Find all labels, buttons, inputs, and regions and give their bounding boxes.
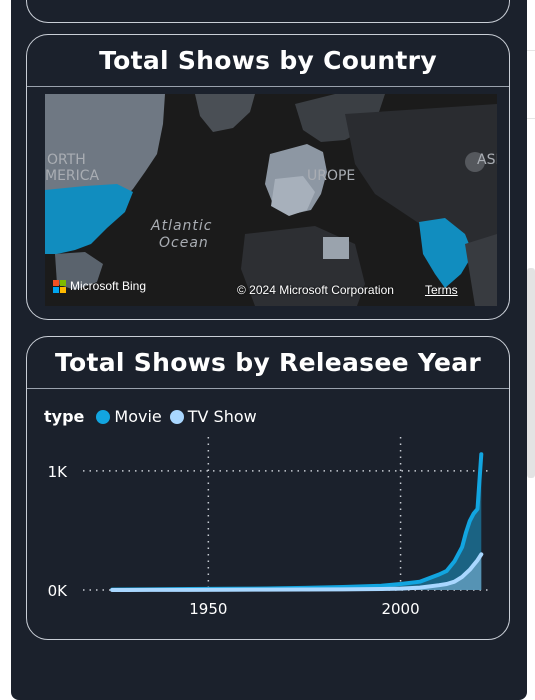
- chart-legend: type Movie TV Show: [44, 407, 259, 426]
- microsoft-logo-icon: [53, 279, 66, 293]
- title-divider: [27, 388, 509, 389]
- series-line-movie: [110, 452, 484, 592]
- scrollbar-thumb[interactable]: [527, 268, 535, 478]
- bing-attribution: Microsoft Bing: [53, 279, 146, 293]
- bing-label: Microsoft Bing: [70, 279, 147, 293]
- map-label-asia: ASI: [477, 152, 497, 168]
- legend-title: type: [44, 407, 85, 426]
- series-line-tv-show: [110, 552, 484, 592]
- map-copyright: © 2024 Microsoft Corporation: [237, 283, 394, 297]
- chart-title: Total Shows by Releasee Year: [54, 348, 481, 377]
- map-label-ocean-2: Ocean: [159, 235, 209, 251]
- legend-item-movie[interactable]: Movie: [96, 407, 162, 426]
- series-area-tv-show: [112, 554, 482, 590]
- map-label-north-america: ORTH: [47, 152, 86, 168]
- series-area-movie: [112, 454, 482, 590]
- map-background: [45, 94, 497, 306]
- x-tick-label: 1950: [189, 600, 227, 617]
- legend-dot-tv-show: [169, 409, 184, 424]
- map-label-europe: UROPE: [307, 168, 356, 184]
- legend-label-movie: Movie: [114, 407, 162, 426]
- release-year-visual-card[interactable]: Total Shows by Releasee Year type Movie …: [26, 336, 510, 640]
- release-year-chart[interactable]: 0K 1K 1950 2000: [27, 437, 511, 617]
- map-visual-card[interactable]: Total Shows by Country ORTH MERICA Atla: [26, 34, 510, 320]
- map-label-ocean: Atlantic: [151, 218, 213, 234]
- x-tick-label: 2000: [381, 600, 419, 617]
- edge-divider: [527, 118, 535, 119]
- terms-link[interactable]: Terms: [425, 283, 458, 297]
- world-map[interactable]: ORTH MERICA Atlantic Ocean UROPE ASI Mic…: [45, 94, 497, 306]
- map-label-north-america-2: MERICA: [45, 168, 100, 184]
- legend-dot-movie: [96, 409, 111, 424]
- map-title: Total Shows by Country: [99, 46, 437, 75]
- previous-visual-card: [26, 0, 510, 23]
- title-divider: [27, 86, 509, 87]
- edge-divider: [527, 50, 535, 51]
- y-tick-label: 1K: [48, 463, 69, 481]
- legend-item-tv-show[interactable]: TV Show: [169, 407, 257, 426]
- legend-label-tv-show: TV Show: [187, 407, 257, 426]
- y-tick-label: 0K: [48, 582, 69, 600]
